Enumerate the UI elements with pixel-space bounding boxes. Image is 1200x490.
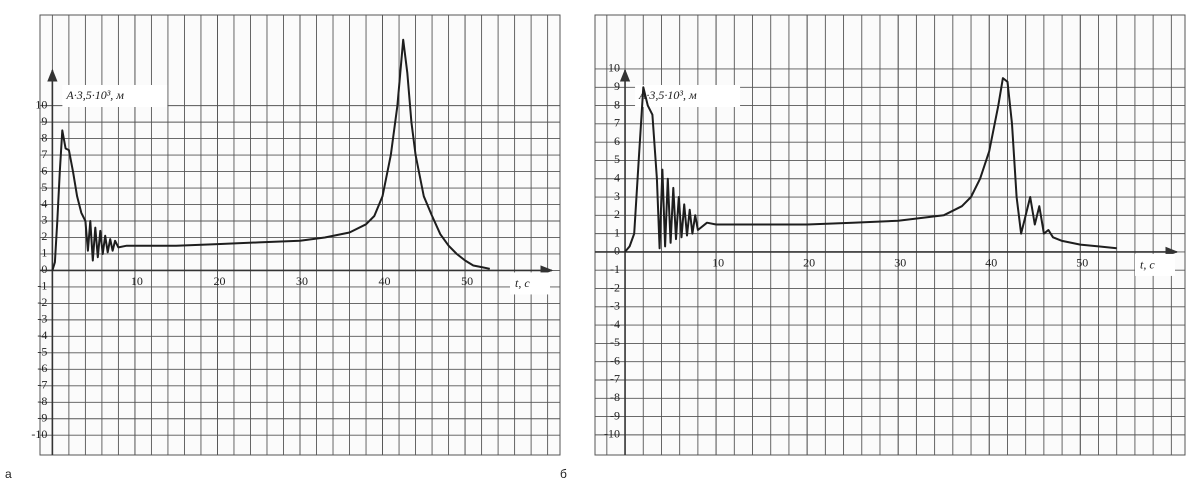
y-tick-label: 5 xyxy=(614,152,620,166)
y-tick-label: -8 xyxy=(37,394,47,408)
y-tick-label: 8 xyxy=(41,130,47,144)
y-tick-label: 3 xyxy=(41,213,47,227)
y-tick-label: 6 xyxy=(41,163,47,177)
y-tick-label: -8 xyxy=(610,390,620,404)
y-tick-label: 3 xyxy=(614,189,620,203)
y-tick-label: -5 xyxy=(610,335,620,349)
y-tick-label: 4 xyxy=(41,196,47,210)
y-tick-label: -10 xyxy=(604,427,620,441)
y-tick-label: 2 xyxy=(41,229,47,243)
y-tick-label: -5 xyxy=(37,345,47,359)
y-axis-label: A·3,5·10³, м xyxy=(65,88,124,102)
y-tick-label: -6 xyxy=(610,353,620,367)
x-tick-label: 50 xyxy=(461,274,473,288)
x-axis-label: t, с xyxy=(515,276,530,290)
x-tick-label: 10 xyxy=(712,256,724,270)
y-tick-label: -7 xyxy=(37,378,47,392)
x-label-box xyxy=(510,272,550,295)
y-tick-label: 7 xyxy=(41,147,47,161)
y-label-box xyxy=(635,85,741,107)
y-tick-label: 5 xyxy=(41,180,47,194)
x-tick-label: 10 xyxy=(131,274,143,288)
y-tick-label: -10 xyxy=(31,427,47,441)
x-tick-label: 40 xyxy=(379,274,391,288)
x-tick-label: 20 xyxy=(213,274,225,288)
y-tick-label: 1 xyxy=(614,225,620,239)
y-tick-label: 2 xyxy=(614,207,620,221)
y-tick-label: -4 xyxy=(37,328,47,342)
y-tick-label: -4 xyxy=(610,317,620,331)
y-axis-label: A·3,5·10³, м xyxy=(638,88,697,102)
y-tick-label: 10 xyxy=(608,61,620,75)
y-tick-label: -6 xyxy=(37,361,47,375)
x-tick-label: 30 xyxy=(296,274,308,288)
y-tick-label: 9 xyxy=(41,114,47,128)
y-tick-label: -9 xyxy=(610,408,620,422)
y-tick-label: -9 xyxy=(37,410,47,424)
x-axis-label: t, с xyxy=(1140,258,1155,272)
x-tick-label: 30 xyxy=(894,256,906,270)
y-tick-label: -2 xyxy=(610,280,620,294)
y-tick-label: -1 xyxy=(37,279,47,293)
y-tick-label: 0 xyxy=(614,244,620,258)
plot-paper xyxy=(594,14,1186,456)
x-tick-label: 50 xyxy=(1076,256,1088,270)
y-tick-label: 9 xyxy=(614,79,620,93)
y-tick-label: -3 xyxy=(610,299,620,313)
y-label-box xyxy=(62,85,168,107)
panel-label: а xyxy=(5,467,12,481)
y-tick-label: -7 xyxy=(610,372,620,386)
x-label-box xyxy=(1135,253,1175,276)
y-tick-label: 1 xyxy=(41,246,47,260)
y-tick-label: 7 xyxy=(614,116,620,130)
y-tick-label: 6 xyxy=(614,134,620,148)
y-tick-label: 4 xyxy=(614,170,620,184)
y-tick-label: -3 xyxy=(37,312,47,326)
y-tick-label: -2 xyxy=(37,295,47,309)
y-tick-label: 0 xyxy=(41,262,47,276)
y-tick-label: 8 xyxy=(614,97,620,111)
data-line xyxy=(51,38,491,271)
panel-label: б xyxy=(560,467,567,481)
data-line xyxy=(624,77,1117,253)
y-tick-label: -1 xyxy=(610,262,620,276)
y-tick-label: 10 xyxy=(35,97,47,111)
x-tick-label: 20 xyxy=(803,256,815,270)
x-tick-label: 40 xyxy=(985,256,997,270)
